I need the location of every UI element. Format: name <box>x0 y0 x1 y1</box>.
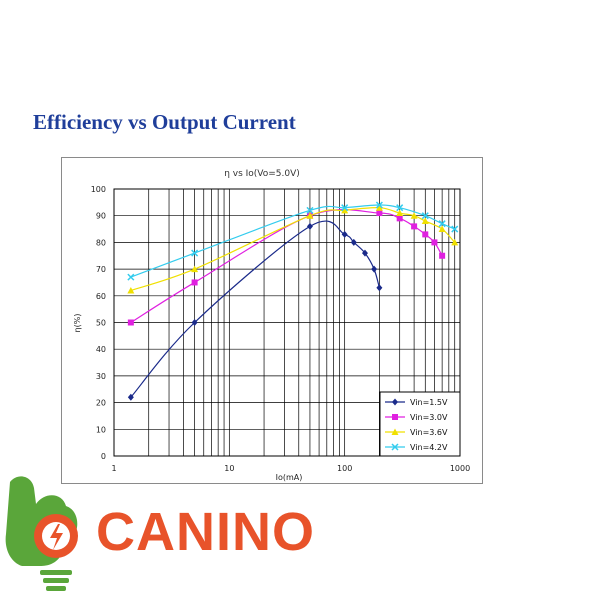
data-point <box>341 204 349 212</box>
y-tick-label: 100 <box>91 185 106 194</box>
series-vin-3-0v <box>127 209 446 326</box>
data-point <box>392 414 398 420</box>
series-vin-1-5v <box>127 220 383 401</box>
y-tick-label: 0 <box>101 452 106 461</box>
data-point <box>410 212 418 219</box>
data-point <box>375 201 383 209</box>
data-point <box>421 217 429 225</box>
data-point <box>422 231 429 238</box>
chart-legend: Vin=1.5V Vin=3.0V Vin=3.6V Vin=4.2V <box>379 391 461 457</box>
data-point <box>392 398 398 406</box>
efficiency-chart: η vs Io(Vo=5.0V) 0 10 20 30 40 50 60 70 80 90 100 1… <box>73 169 470 482</box>
y-tick-label: 10 <box>96 425 106 434</box>
data-point <box>431 239 438 246</box>
y-tick-label: 40 <box>96 345 106 354</box>
data-point <box>396 215 403 222</box>
data-point <box>361 249 368 257</box>
y-tick-label: 50 <box>96 319 106 328</box>
data-point <box>191 265 199 273</box>
data-point <box>341 230 348 238</box>
data-point <box>127 393 134 401</box>
data-point <box>350 238 357 246</box>
x-tick-label: 1 <box>111 464 116 473</box>
data-point <box>341 206 349 214</box>
legend-item: Vin=3.6V <box>385 428 448 437</box>
legend-label: Vin=3.0V <box>410 413 448 422</box>
data-point <box>391 443 399 451</box>
data-point <box>376 284 383 292</box>
data-point <box>438 225 446 233</box>
series-vin-4-2v <box>127 201 459 281</box>
legend-label: Vin=3.6V <box>410 428 448 437</box>
series-line <box>130 220 380 398</box>
y-tick-label: 70 <box>96 265 106 274</box>
legend-label: Vin=4.2V <box>410 443 448 452</box>
data-point <box>371 265 378 273</box>
data-point <box>421 212 429 220</box>
data-point <box>451 238 459 246</box>
data-point <box>439 252 446 259</box>
data-point <box>191 319 198 326</box>
legend-item: Vin=3.0V <box>385 413 448 422</box>
data-point <box>191 249 199 257</box>
x-tick-label: 1000 <box>450 464 470 473</box>
data-point <box>411 223 418 230</box>
data-point <box>396 209 404 217</box>
data-point <box>438 220 446 228</box>
y-tick-label: 90 <box>96 212 106 221</box>
data-point <box>306 212 314 219</box>
y-axis-label: η(%) <box>73 314 82 333</box>
x-tick-label: 10 <box>224 464 234 473</box>
x-tick-label: 100 <box>337 464 352 473</box>
data-point <box>451 225 459 233</box>
series-line <box>130 204 455 278</box>
data-point <box>391 428 399 435</box>
data-point <box>306 222 313 230</box>
data-point <box>127 319 134 326</box>
y-tick-label: 20 <box>96 399 106 408</box>
y-tick-label: 30 <box>96 372 106 381</box>
chart-title: η vs Io(Vo=5.0V) <box>224 169 300 179</box>
data-point <box>191 279 198 286</box>
y-tick-label: 80 <box>96 238 106 247</box>
y-tick-label: 60 <box>96 292 106 301</box>
x-axis-label: Io(mA) <box>276 473 303 482</box>
brand-name: CANINO <box>96 502 315 562</box>
data-point <box>127 286 135 294</box>
series-line <box>130 209 443 324</box>
chart-panel: η vs Io(Vo=5.0V) 0 10 20 30 40 50 60 70 80 90 100 1… <box>61 157 483 484</box>
data-point <box>376 210 383 217</box>
data-point <box>306 206 314 214</box>
plot-border <box>113 188 461 457</box>
data-point <box>127 273 135 281</box>
series-line <box>130 207 456 292</box>
data-point <box>396 204 404 212</box>
page-heading: Efficiency vs Output Current <box>33 110 296 134</box>
brand-logo: CANINO <box>0 470 340 600</box>
chart-series-layer <box>127 201 459 401</box>
legend-item: Vin=1.5V <box>385 398 448 407</box>
legend-label: Vin=1.5V <box>410 398 448 407</box>
legend-item: Vin=4.2V <box>385 443 448 452</box>
power-plug-hand-icon <box>5 476 78 591</box>
series-vin-3-6v <box>127 204 459 294</box>
data-point <box>375 204 383 211</box>
